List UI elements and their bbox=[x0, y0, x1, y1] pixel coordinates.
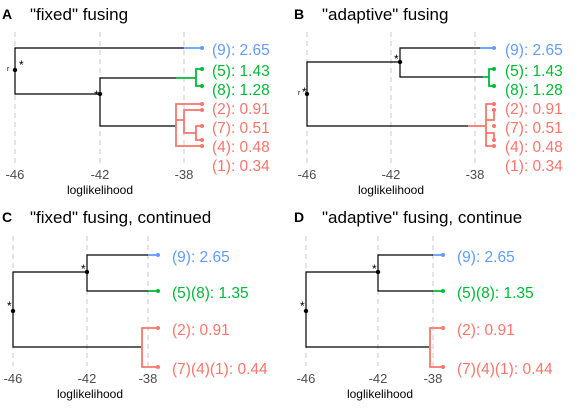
leaf-label: (5)(8): 1.35 bbox=[172, 285, 249, 302]
panel-title: "adaptive" fusing, continue bbox=[322, 208, 522, 227]
tick-label: -46 bbox=[297, 371, 316, 386]
panel-b: B "adaptive" fusing * r * bbox=[294, 5, 563, 197]
axis-title: loglikelihood bbox=[347, 387, 413, 401]
panel-title: "fixed" fusing, continued bbox=[30, 208, 211, 227]
leaf-label: (7): 0.51 bbox=[212, 120, 270, 137]
tree-branches bbox=[306, 47, 495, 147]
leaf-label: (5): 1.43 bbox=[212, 63, 270, 80]
leaf-label: (7)(4)(1): 0.44 bbox=[172, 361, 268, 378]
leaf-label: (9): 2.65 bbox=[457, 249, 515, 266]
tick-label: -42 bbox=[91, 167, 110, 182]
significance-star: * bbox=[94, 88, 99, 102]
tree-nodes bbox=[12, 46, 204, 148]
x-axis: -46 -42 -38 loglikelihood bbox=[298, 167, 485, 197]
leaf-label: (2): 0.91 bbox=[172, 322, 230, 339]
panel-letter: C bbox=[2, 209, 12, 225]
leaf-label: (5): 1.43 bbox=[505, 63, 563, 80]
tick-label: -42 bbox=[78, 371, 97, 386]
leaf-labels: (9): 2.65 (5): 1.43 (8): 1.28 (2): 0.91 … bbox=[212, 42, 270, 175]
leaf-label: (8): 1.28 bbox=[505, 82, 563, 99]
panel-d: D "adaptive" fusing, continue * * (9): 2… bbox=[294, 208, 553, 401]
panel-title: "fixed" fusing bbox=[30, 5, 128, 24]
leaf-label: (2): 0.91 bbox=[212, 101, 270, 118]
tick-label: -42 bbox=[382, 167, 401, 182]
significance-star: * bbox=[302, 85, 307, 99]
significance-star: * bbox=[300, 299, 305, 313]
tree-nodes bbox=[304, 46, 496, 148]
x-axis: -46 -42 -38 loglikelihood bbox=[6, 167, 194, 197]
leaf-labels: (9): 2.65 (5)(8): 1.35 (2): 0.91 (7)(4)(… bbox=[172, 249, 268, 378]
tick-label: -42 bbox=[369, 371, 388, 386]
leaf-label: (7): 0.51 bbox=[505, 120, 563, 137]
leaf-label: (7)(4)(1): 0.44 bbox=[457, 361, 553, 378]
root-marker: r bbox=[298, 90, 301, 97]
tick-label: -38 bbox=[175, 167, 194, 182]
significance-star: * bbox=[19, 58, 24, 72]
axis-title: loglikelihood bbox=[57, 387, 123, 401]
tick-label: -46 bbox=[298, 167, 317, 182]
tick-label: -46 bbox=[6, 167, 25, 182]
panel-a: A "fixed" fusing * r * bbox=[2, 5, 270, 197]
tree-branches bbox=[12, 254, 158, 368]
tree-nodes bbox=[10, 253, 160, 369]
panel-letter: D bbox=[294, 209, 304, 225]
leaf-label: (1): 0.34 bbox=[505, 158, 563, 175]
leaf-label: (9): 2.65 bbox=[212, 42, 270, 59]
tick-label: -38 bbox=[424, 371, 443, 386]
tree-branches bbox=[14, 47, 202, 147]
x-axis: -46 -42 -38 loglikelihood bbox=[297, 371, 443, 401]
leaf-label: (2): 0.91 bbox=[505, 101, 563, 118]
tick-label: -38 bbox=[139, 371, 158, 386]
tick-label: -38 bbox=[466, 167, 485, 182]
significance-star: * bbox=[81, 262, 86, 276]
tick-label: -46 bbox=[4, 371, 23, 386]
leaf-labels: (9): 2.65 (5): 1.43 (8): 1.28 (2): 0.91 … bbox=[505, 42, 563, 175]
leaf-label: (4): 0.48 bbox=[212, 139, 270, 156]
panel-c: C "fixed" fusing, continued * * (9): 2.6… bbox=[2, 208, 268, 401]
root-marker: r bbox=[7, 66, 10, 73]
leaf-label: (9): 2.65 bbox=[172, 249, 230, 266]
leaf-label: (8): 1.28 bbox=[212, 82, 270, 99]
axis-title: loglikelihood bbox=[67, 183, 133, 197]
significance-star: * bbox=[372, 262, 377, 276]
significance-star: * bbox=[394, 52, 399, 66]
tree-branches bbox=[305, 254, 443, 368]
leaf-label: (5)(8): 1.35 bbox=[457, 285, 534, 302]
leaf-label: (9): 2.65 bbox=[505, 42, 563, 59]
panel-letter: B bbox=[294, 6, 304, 22]
significance-star: * bbox=[7, 299, 12, 313]
leaf-label: (1): 0.34 bbox=[212, 158, 270, 175]
leaf-label: (2): 0.91 bbox=[457, 322, 515, 339]
x-axis: -46 -42 -38 loglikelihood bbox=[4, 371, 158, 401]
tree-nodes bbox=[303, 253, 445, 369]
leaf-labels: (9): 2.65 (5)(8): 1.35 (2): 0.91 (7)(4)(… bbox=[457, 249, 553, 378]
panel-letter: A bbox=[2, 6, 12, 22]
panel-title: "adaptive" fusing bbox=[322, 5, 448, 24]
axis-title: loglikelihood bbox=[358, 183, 424, 197]
leaf-label: (4): 0.48 bbox=[505, 139, 563, 156]
